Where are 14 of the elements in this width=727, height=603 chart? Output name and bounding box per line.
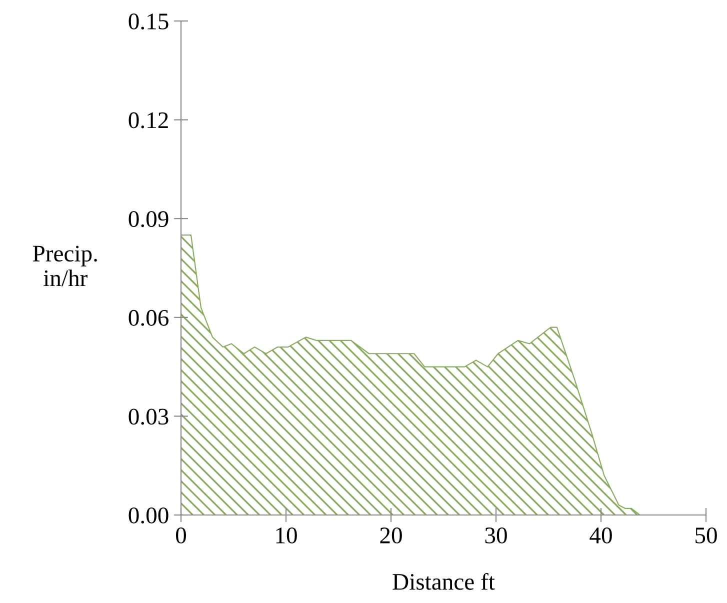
x-tick-label: 50	[696, 527, 717, 544]
x-tick-label: 10	[276, 527, 297, 544]
y-axis-title: Precip. in/hr	[32, 246, 97, 286]
y-tick-label: 0.00	[128, 507, 168, 524]
x-tick-label: 30	[485, 527, 507, 544]
x-tick-label: 20	[380, 527, 402, 544]
y-tick-label: 0.09	[128, 211, 168, 228]
x-axis-title: Distance ft	[392, 572, 495, 590]
y-tick-label: 0.06	[128, 310, 168, 326]
y-tick-label: 0.15	[128, 13, 168, 30]
x-tick-label: 0	[176, 527, 186, 544]
y-tick-label: 0.12	[128, 112, 168, 128]
x-tick-label: 40	[590, 527, 612, 544]
y-tick-label: 0.03	[128, 408, 168, 425]
